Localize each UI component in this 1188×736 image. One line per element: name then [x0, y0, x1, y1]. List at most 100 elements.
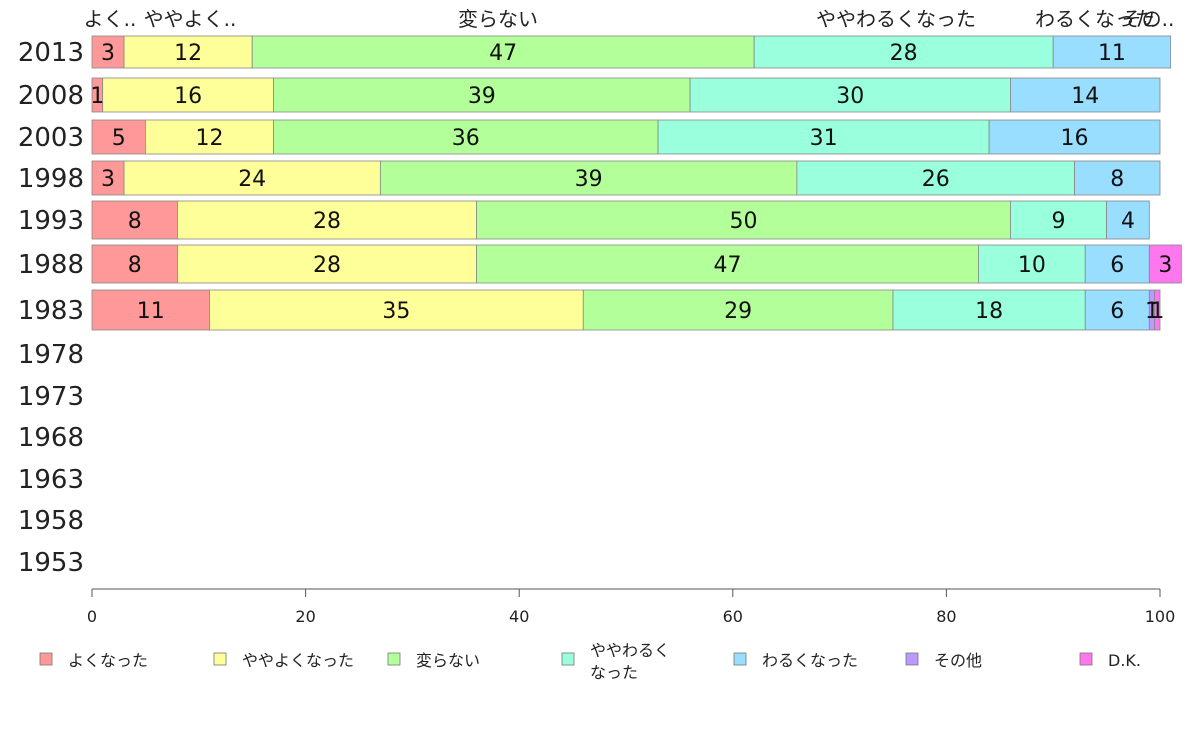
bar-segment [379, 160, 798, 196]
legend: よくなった ややよくなった 変らない ややわるくなった わるくなった その他 D.K. [39, 641, 1141, 682]
top-category-label: その.. [1122, 7, 1175, 31]
bar-segment [273, 77, 691, 113]
y-tick-label: 2008 [18, 81, 84, 111]
top-category-label: よく.. [84, 7, 137, 31]
bar-segment [476, 244, 979, 284]
data-label: 3 [101, 41, 115, 66]
y-tick-label: 1983 [18, 296, 84, 326]
bar-segment [177, 244, 477, 284]
bar-segment [582, 289, 894, 331]
bar-segment [1074, 160, 1161, 196]
data-label: 6 [1110, 299, 1124, 324]
data-label: 4 [1121, 209, 1135, 234]
x-axis: 0 20 40 60 80 100 [87, 588, 1176, 626]
bar-segment [123, 35, 253, 69]
bar-segment [91, 289, 210, 331]
top-category-label: ややよく.. [144, 7, 237, 31]
y-tick-label: 1988 [18, 250, 84, 280]
data-label: 50 [729, 209, 757, 234]
bar-segment [1052, 35, 1172, 69]
bar-segment [251, 35, 755, 69]
bar-segment [1010, 77, 1161, 113]
legend-swatch [213, 652, 227, 666]
bar-segment [91, 244, 178, 284]
legend-label: よくなった [68, 651, 148, 670]
data-label: 3 [101, 167, 115, 192]
y-tick-label: 2013 [18, 38, 84, 68]
data-label: 8 [1110, 167, 1124, 192]
legend-label: わるくなった [762, 651, 858, 670]
legend-label: なった [590, 663, 638, 682]
bar-segment [209, 289, 584, 331]
data-label: 28 [890, 41, 918, 66]
bar-segment [1106, 200, 1150, 240]
data-label: 3 [1158, 253, 1172, 278]
legend-swatch [39, 652, 53, 666]
data-label: 16 [174, 84, 202, 109]
data-label: 29 [724, 299, 752, 324]
data-label: 8 [128, 209, 142, 234]
data-label: 26 [922, 167, 950, 192]
data-label: 8 [128, 253, 142, 278]
data-label: 6 [1110, 253, 1124, 278]
data-label: 39 [575, 167, 603, 192]
y-tick-label: 1963 [18, 465, 84, 495]
data-label: 28 [313, 209, 341, 234]
x-tick-label: 40 [509, 607, 529, 626]
top-category-label: ややわるくなった [816, 7, 976, 31]
bar-segment [91, 119, 146, 155]
data-label: 36 [452, 126, 480, 151]
data-label: 47 [489, 41, 517, 66]
legend-swatch [561, 652, 575, 666]
legend-swatch [1079, 652, 1093, 666]
y-tick-label: 2003 [18, 123, 84, 153]
y-tick-label: 1973 [18, 382, 84, 412]
y-tick-label: 1958 [18, 506, 84, 536]
bar-segment [689, 77, 1011, 113]
x-tick-label: 60 [723, 607, 743, 626]
x-tick-label: 80 [936, 607, 956, 626]
bar-segment [102, 77, 274, 113]
data-label: 16 [1061, 126, 1089, 151]
data-label: 47 [713, 253, 741, 278]
bar-segment [1084, 244, 1150, 284]
bar-segment [978, 244, 1086, 284]
x-tick-label: 0 [87, 607, 97, 626]
legend-swatch [387, 652, 401, 666]
data-label: 39 [468, 84, 496, 109]
bar-segment [91, 35, 125, 69]
legend-label: ややわるく [590, 641, 670, 660]
bar-segment [892, 289, 1086, 331]
data-label: 11 [137, 299, 165, 324]
legend-label: 変らない [416, 651, 480, 670]
data-label: 28 [313, 253, 341, 278]
bar-segment [1010, 200, 1107, 240]
legend-swatch [905, 652, 919, 666]
y-tick-label: 1978 [18, 340, 84, 370]
legend-swatch [733, 652, 747, 666]
bar-segment [1084, 289, 1150, 331]
data-label: 12 [174, 41, 202, 66]
legend-label: ややよくなった [242, 651, 354, 670]
bar-segment [1154, 289, 1161, 331]
data-label: 31 [810, 126, 838, 151]
data-label: 1 [90, 84, 104, 109]
top-category-label: 変らない [458, 7, 538, 31]
data-label: 9 [1052, 209, 1066, 234]
x-tick-label: 100 [1145, 607, 1176, 626]
data-label: 35 [382, 299, 410, 324]
data-label: 5 [112, 126, 126, 151]
legend-label: D.K. [1108, 651, 1141, 670]
data-label: 10 [1018, 253, 1046, 278]
top-category-label: わるくなった [1035, 7, 1155, 31]
data-label: 14 [1071, 84, 1099, 109]
bar-segment [988, 119, 1161, 155]
data-label: 30 [836, 84, 864, 109]
data-label: 11 [1098, 41, 1126, 66]
y-tick-label: 1998 [18, 164, 84, 194]
data-label: 24 [238, 167, 266, 192]
bar-segment [144, 119, 274, 155]
y-axis-ticks: 2013 2008 2003 1998 1993 1988 1983 1978 1973 1968… [18, 38, 84, 578]
